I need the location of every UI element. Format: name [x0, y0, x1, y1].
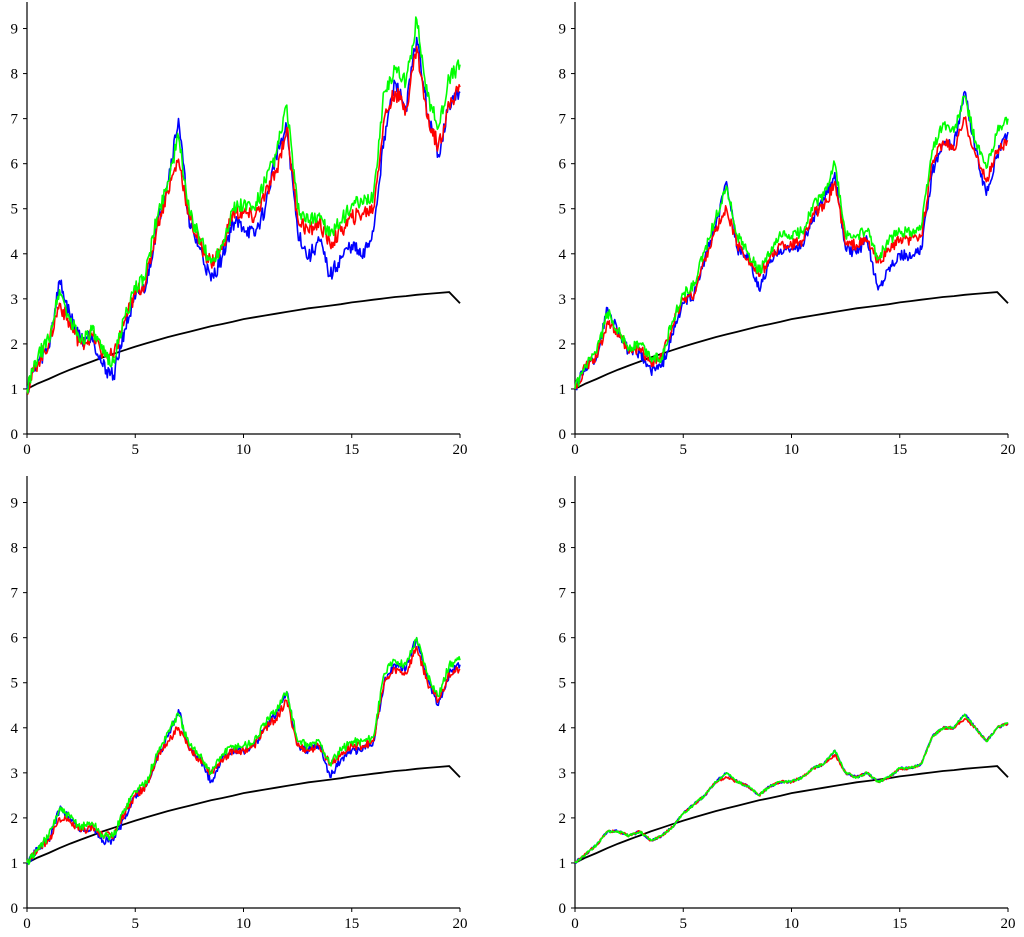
y-tick-label: 9: [11, 22, 19, 38]
y-tick-label: 8: [11, 67, 19, 83]
x-tick-label: 15: [344, 442, 359, 458]
y-tick-label: 2: [11, 811, 19, 827]
x-tick-label: 20: [453, 442, 468, 458]
y-tick-label: 5: [11, 202, 19, 218]
x-tick-label: 0: [23, 916, 31, 932]
y-tick-label: 8: [559, 541, 567, 557]
chart-panel-top-left: 0 1 2 3 4 5 6 7 8 9 0 5 10 15 20: [11, 2, 468, 458]
series-line-red: [26, 645, 461, 864]
series-line-green: [574, 95, 1009, 390]
y-tick-label: 4: [559, 247, 567, 263]
y-tick-label: 1: [559, 856, 567, 872]
y-tick-label: 1: [11, 382, 19, 398]
y-tick-label: 1: [11, 856, 19, 872]
chart-panel-bottom-right: 0 1 2 3 4 5 6 7 8 9 0 5 10 15 20: [559, 476, 1016, 932]
x-tick-label: 10: [784, 442, 799, 458]
y-tick-label: 4: [559, 721, 567, 737]
y-tick-label: 0: [11, 427, 19, 443]
y-tick-label: 2: [559, 337, 567, 353]
x-tick-label: 20: [453, 916, 468, 932]
y-tick-label: 5: [559, 676, 567, 692]
x-tick-label: 5: [132, 442, 140, 458]
y-tick-label: 3: [559, 766, 567, 782]
y-tick-label: 9: [559, 496, 567, 512]
x-tick-label: 20: [1001, 916, 1016, 932]
y-tick-label: 2: [559, 811, 567, 827]
series-line-blue: [574, 90, 1009, 391]
chart-panel-top-right: 0 1 2 3 4 5 6 7 8 9 0 5 10 15 20: [559, 2, 1016, 458]
y-tick-label: 8: [11, 541, 19, 557]
y-tick-label: 4: [11, 721, 19, 737]
y-tick-label: 5: [11, 676, 19, 692]
y-tick-label: 0: [559, 901, 567, 917]
y-tick-label: 0: [11, 901, 19, 917]
y-tick-label: 2: [11, 337, 19, 353]
y-tick-label: 9: [559, 22, 567, 38]
x-tick-label: 20: [1001, 442, 1016, 458]
y-tick-label: 6: [11, 631, 19, 647]
y-tick-label: 3: [11, 292, 19, 308]
x-tick-label: 10: [784, 916, 799, 932]
y-tick-label: 8: [559, 67, 567, 83]
x-tick-label: 0: [23, 442, 31, 458]
x-tick-label: 15: [344, 916, 359, 932]
y-tick-label: 4: [11, 247, 19, 263]
y-tick-label: 1: [559, 382, 567, 398]
chart-panel-bottom-left: 0 1 2 3 4 5 6 7 8 9 0 5 10 15 20: [11, 476, 468, 932]
y-tick-label: 7: [559, 586, 567, 602]
y-tick-label: 6: [559, 631, 567, 647]
series-line-green: [26, 16, 461, 394]
y-tick-label: 9: [11, 496, 19, 512]
series-line-blue: [26, 36, 461, 393]
x-tick-label: 10: [236, 916, 251, 932]
y-tick-label: 6: [559, 157, 567, 173]
y-tick-label: 5: [559, 202, 567, 218]
y-tick-label: 7: [11, 586, 19, 602]
x-tick-label: 10: [236, 442, 251, 458]
y-tick-label: 3: [559, 292, 567, 308]
y-tick-label: 7: [11, 112, 19, 128]
x-tick-label: 5: [132, 916, 140, 932]
y-tick-label: 3: [11, 766, 19, 782]
series-line-red: [26, 45, 461, 395]
series-line-green: [26, 636, 461, 866]
x-tick-label: 5: [680, 916, 688, 932]
y-tick-label: 6: [11, 157, 19, 173]
x-tick-label: 5: [680, 442, 688, 458]
x-tick-label: 0: [571, 916, 579, 932]
series-line-reference: [574, 765, 1009, 864]
y-tick-label: 0: [559, 427, 567, 443]
y-tick-label: 7: [559, 112, 567, 128]
series-line-green: [574, 713, 1009, 864]
x-tick-label: 0: [571, 442, 579, 458]
x-tick-label: 15: [892, 442, 907, 458]
x-tick-label: 15: [892, 916, 907, 932]
